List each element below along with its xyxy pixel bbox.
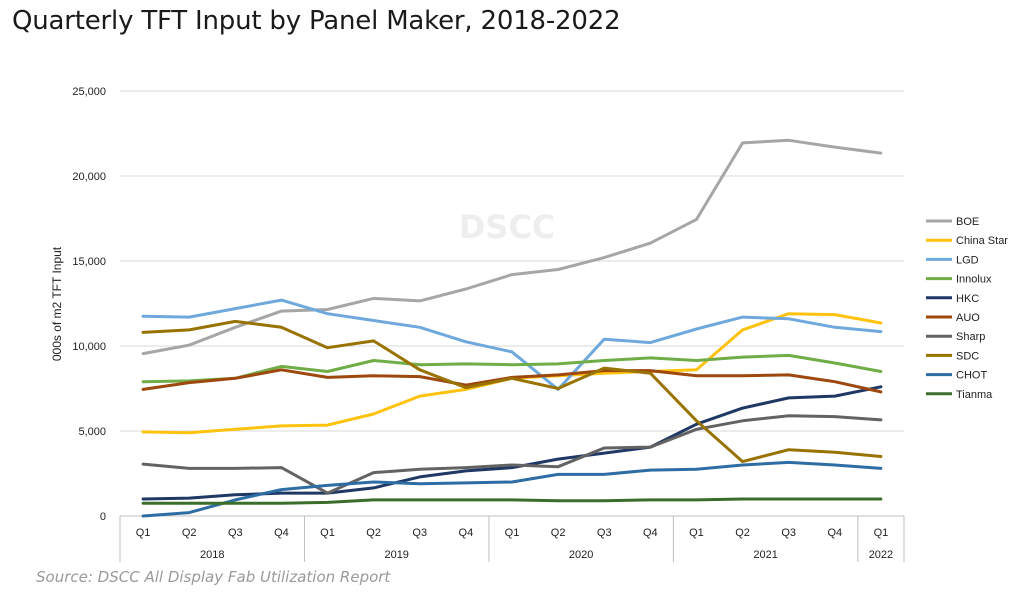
- legend-label: Tianma: [956, 389, 993, 401]
- y-tick-label: 15,000: [72, 256, 106, 268]
- y-axis-label: 000s of m2 TFT Input: [50, 246, 64, 361]
- x-tick-label: Q3: [781, 527, 796, 539]
- series-line-boe: [141, 138, 883, 356]
- gridlines: [120, 90, 904, 432]
- legend-label: SDC: [956, 350, 979, 362]
- x-tick-label: Q1: [505, 527, 520, 539]
- series-line-innolux: [141, 353, 883, 384]
- y-axis-ticks: 0 5,000 10,000 15,000 20,000 25,000: [72, 86, 106, 523]
- y-tick-label: 5,000: [78, 426, 106, 438]
- x-tick-label: Q4: [827, 527, 842, 539]
- legend-label: BOE: [956, 216, 979, 228]
- x-tick-label: Q4: [459, 527, 474, 539]
- legend-label: LGD: [956, 254, 979, 266]
- x-tick-label: Q3: [597, 527, 612, 539]
- x-tick-label: Q1: [320, 527, 335, 539]
- x-tick-label: Q2: [735, 527, 750, 539]
- series-line-lgd: [141, 298, 883, 391]
- x-tick-label: Q3: [412, 527, 427, 539]
- x-tick-label: Q1: [689, 527, 704, 539]
- legend-label: HKC: [956, 293, 979, 305]
- watermark: DSCC: [459, 208, 556, 246]
- x-year-label: 2021: [753, 549, 777, 561]
- legend-label: Sharp: [956, 331, 985, 343]
- x-tick-label: Q2: [551, 527, 566, 539]
- x-tick-label: Q2: [366, 527, 381, 539]
- x-year-label: 2022: [869, 549, 893, 561]
- legend-label: Innolux: [956, 274, 992, 286]
- x-tick-label: Q1: [136, 527, 151, 539]
- source-note: Source: DSCC All Display Fab Utilization…: [36, 568, 391, 586]
- series-line-tianma: [141, 497, 883, 505]
- y-tick-label: 10,000: [72, 341, 106, 353]
- y-tick-label: 20,000: [72, 171, 106, 183]
- x-axis: Q1 Q2 Q3 Q4 Q1 Q2 Q3 Q4 Q1 Q2 Q3 Q4 Q1 Q2 Q3 Q4 Q1 2018 20…: [119, 515, 905, 562]
- x-year-label: 2018: [200, 549, 224, 561]
- legend-label: CHOT: [956, 370, 987, 382]
- series-lines: [141, 138, 883, 518]
- x-year-label: 2019: [384, 549, 408, 561]
- series-line-chot: [141, 460, 883, 518]
- x-tick-label: Q1: [874, 527, 889, 539]
- series-line-sharp: [141, 414, 883, 495]
- legend-label: China Star: [956, 235, 1008, 247]
- y-tick-label: 25,000: [72, 86, 106, 98]
- y-tick-label: 0: [100, 511, 106, 523]
- legend-label: AUO: [956, 312, 980, 324]
- page-title: Quarterly TFT Input by Panel Maker, 2018…: [12, 6, 621, 36]
- series-line-sdc: [141, 319, 883, 464]
- x-tick-label: Q4: [274, 527, 289, 539]
- x-tick-label: Q2: [182, 527, 197, 539]
- x-year-label: 2020: [569, 549, 593, 561]
- x-tick-label: Q3: [228, 527, 243, 539]
- x-tick-label: Q4: [643, 527, 658, 539]
- legend: BOE China Star LGD Innolux HKC AUO Sharp SDC CHO…: [926, 216, 1008, 401]
